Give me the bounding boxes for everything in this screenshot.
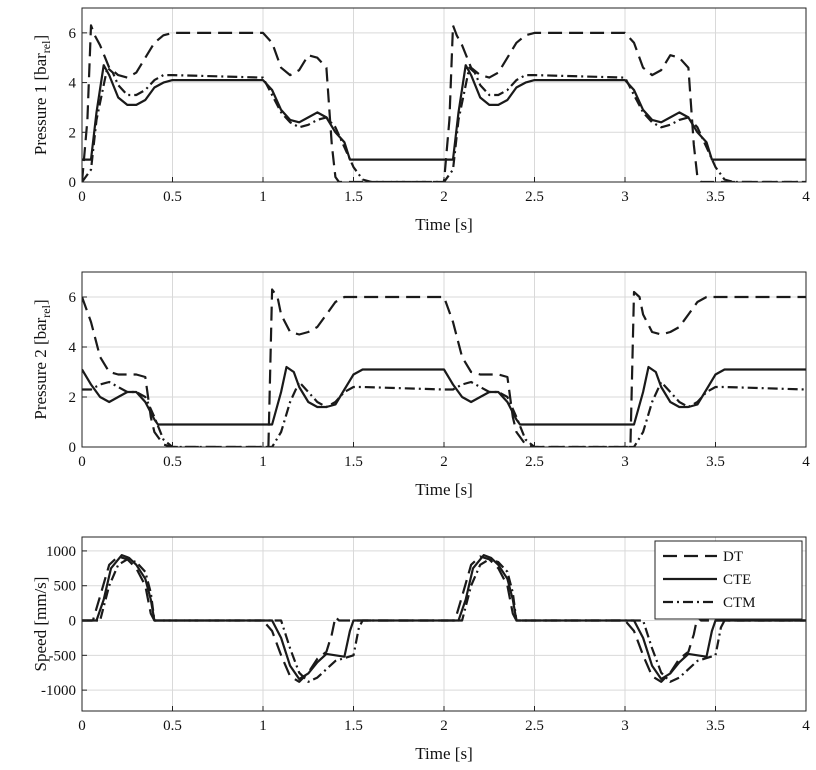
x-axis-label: Time [s] <box>415 744 472 763</box>
x-tick-label: 1.5 <box>344 189 363 205</box>
series-line-cte <box>82 64 806 161</box>
y-axis-label-subscript: rel <box>39 304 53 317</box>
x-tick-label: 3 <box>621 189 629 205</box>
x-tick-label: 2.5 <box>525 454 544 470</box>
x-tick-label: 0.5 <box>163 454 182 470</box>
y-tick-label: 4 <box>69 340 77 356</box>
series-line-ctm <box>82 380 806 447</box>
y-axis-label: Pressure 2 [barrel] <box>31 299 53 419</box>
x-tick-label: 2.5 <box>525 718 544 734</box>
y-axis-label-main: Pressure 2 [bar <box>31 317 50 419</box>
y-tick-label: 0 <box>69 614 77 630</box>
x-tick-label: 1.5 <box>344 718 363 734</box>
series-line-cte <box>82 365 806 426</box>
x-tick-label: 2 <box>440 189 448 205</box>
y-tick-label: 6 <box>69 26 77 42</box>
x-tick-label: 1.5 <box>344 454 363 470</box>
x-axis-label: Time [s] <box>415 215 472 234</box>
x-tick-label: 3 <box>621 718 629 734</box>
x-tick-label: 4 <box>802 454 810 470</box>
y-tick-label: 2 <box>69 125 77 141</box>
y-axis-label-subscript: rel <box>39 40 53 53</box>
x-tick-label: 1 <box>259 454 267 470</box>
chart-panel-1: 0 0.5 1 1.5 2 2.5 3 3.5 4 0 2 4 6 Time [s] Pressure 1 … <box>31 7 810 234</box>
y-axis-label-close: ] <box>31 299 50 305</box>
x-tick-label: 2.5 <box>525 189 544 205</box>
y-tick-label: 0 <box>69 440 77 456</box>
legend-label-dt: DT <box>723 549 743 565</box>
y-tick-label: -1000 <box>41 683 76 699</box>
x-tick-label: 0 <box>78 189 86 205</box>
x-tick-label: 3.5 <box>706 718 725 734</box>
series-line-dt <box>82 288 806 447</box>
y-tick-label: 0 <box>69 175 77 191</box>
series-line-ctm <box>82 558 806 683</box>
x-tick-label: 3.5 <box>706 454 725 470</box>
chart-panel-3: 0 0.5 1 1.5 2 2.5 3 3.5 4 1000 500 0 -500 -1000 Time [… <box>31 536 810 763</box>
series-line-dt <box>82 24 806 182</box>
series-line-ctm <box>82 66 806 182</box>
y-tick-label: 1000 <box>46 544 76 560</box>
x-tick-label: 0 <box>78 454 86 470</box>
y-tick-label: 6 <box>69 290 77 306</box>
y-tick-label: -500 <box>49 648 77 664</box>
y-tick-label: 4 <box>69 76 77 92</box>
chart-panel-2: 0 0.5 1 1.5 2 2.5 3 3.5 4 0 2 4 6 Time [s] Pressure 2 … <box>31 271 810 499</box>
x-axis-label: Time [s] <box>415 480 472 499</box>
x-tick-label: 2 <box>440 454 448 470</box>
x-tick-label: 0.5 <box>163 718 182 734</box>
legend-label-cte: CTE <box>723 572 751 588</box>
y-tick-label: 500 <box>54 579 77 595</box>
x-tick-label: 4 <box>802 718 810 734</box>
y-axis-label-main: Pressure 1 [bar <box>31 53 50 155</box>
legend: DT CTE CTM <box>654 540 803 620</box>
x-tick-label: 4 <box>802 189 810 205</box>
y-axis-label: Speed [mm/s] <box>31 577 50 672</box>
y-axis-label: Pressure 1 [barrel] <box>31 35 53 155</box>
x-tick-label: 0.5 <box>163 189 182 205</box>
legend-label-ctm: CTM <box>723 595 756 611</box>
x-tick-label: 3 <box>621 454 629 470</box>
y-tick-label: 2 <box>69 390 77 406</box>
x-tick-label: 2 <box>440 718 448 734</box>
x-tick-label: 0 <box>78 718 86 734</box>
x-tick-label: 1 <box>259 189 267 205</box>
y-axis-label-close: ] <box>31 35 50 41</box>
x-tick-label: 1 <box>259 718 267 734</box>
y-axis-label-main: Speed [mm/s] <box>31 577 50 672</box>
x-tick-label: 3.5 <box>706 189 725 205</box>
